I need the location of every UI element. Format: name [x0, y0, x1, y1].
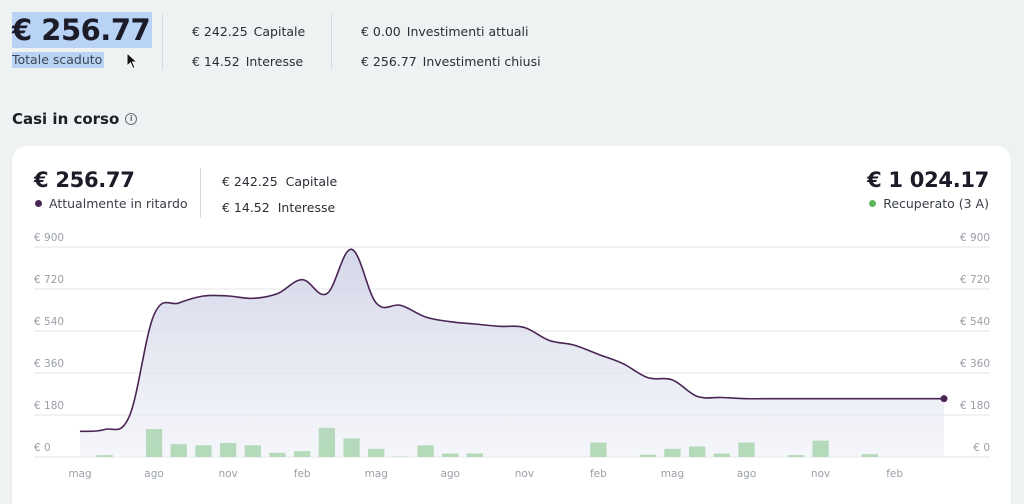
y-tick-label-right: € 540 — [960, 316, 990, 328]
recovered-label: Recuperato (3 A) — [883, 196, 989, 211]
current-investments-amount: € 0.00 — [361, 24, 401, 39]
card-capital-label: Capitale — [285, 174, 338, 189]
summary-capital-amount: € 242.25 — [192, 24, 248, 39]
summary-divider — [162, 14, 163, 70]
x-tick-label: mag — [365, 468, 388, 480]
x-tick-label: feb — [886, 468, 903, 480]
late-legend-dot — [35, 200, 42, 207]
info-icon[interactable]: i — [125, 113, 138, 125]
card-interest-amount: € 14.52 — [222, 200, 270, 215]
y-tick-label-right: € 720 — [960, 274, 990, 286]
y-tick-label-right: € 0 — [973, 442, 990, 454]
card-capital-amount: € 242.25 — [222, 174, 278, 189]
late-amount-line — [79, 248, 944, 433]
x-tick-label: mag — [68, 468, 91, 480]
card-interest-label: Interesse — [277, 200, 336, 215]
x-tick-label: nov — [218, 468, 237, 480]
closed-investments-amount: € 256.77 — [361, 54, 417, 69]
card-capital: € 242.25 Capitale — [222, 174, 337, 189]
summary-divider — [331, 14, 332, 70]
y-tick-label-left: € 0 — [34, 442, 51, 454]
section-title: Casi in corso i — [12, 110, 138, 128]
current-late-legend: Attualmente in ritardo — [35, 196, 188, 211]
summary-interest: € 14.52 Interesse — [192, 54, 303, 69]
x-tick-label: ago — [144, 468, 164, 480]
y-tick-label-right: € 180 — [960, 400, 990, 412]
y-tick-label-right: € 900 — [960, 232, 990, 244]
y-tick-label-left: € 540 — [34, 316, 64, 328]
late-payments-chart: € 900 € 900 € 720 € 720 € 540 € 540 € 360 € 360… — [34, 232, 990, 480]
card-divider — [200, 168, 201, 218]
y-tick-label-left: € 900 — [34, 232, 64, 244]
recovered-amount: € 1 024.17 — [867, 168, 989, 192]
current-investments-label: Investimenti attuali — [406, 24, 529, 39]
y-tick-label-right: € 360 — [960, 358, 990, 370]
series-end-point[interactable] — [940, 395, 948, 403]
y-tick-label-left: € 360 — [34, 358, 64, 370]
summary-closed-investments: € 256.77 Investimenti chiusi — [361, 54, 541, 69]
section-title-text: Casi in corso — [12, 110, 120, 128]
recovered-legend-dot — [869, 200, 877, 207]
y-tick-label-left: € 720 — [34, 274, 64, 286]
x-tick-label: nov — [811, 468, 830, 480]
summary-interest-label: Interesse — [245, 54, 304, 69]
current-late-amount: € 256.77 — [34, 168, 135, 192]
x-tick-label: ago — [441, 468, 461, 480]
x-tick-label: feb — [294, 468, 311, 480]
overdue-summary: € 256.77 Totale scaduto € 242.25 Capitale… — [12, 12, 572, 72]
summary-capital-label: Capitale — [253, 24, 306, 39]
total-overdue-label: Totale scaduto — [12, 52, 105, 68]
mouse-cursor-icon — [126, 52, 139, 70]
summary-current-investments: € 0.00 Investimenti attuali — [361, 24, 528, 39]
summary-capital: € 242.25 Capitale — [192, 24, 305, 39]
card-interest: € 14.52 Interesse — [222, 200, 335, 215]
summary-interest-amount: € 14.52 — [192, 54, 240, 69]
x-tick-label: ago — [737, 468, 757, 480]
current-late-label: Attualmente in ritardo — [49, 196, 188, 211]
x-tick-label: feb — [590, 468, 607, 480]
x-tick-label: nov — [515, 468, 534, 480]
late-amount-area — [80, 249, 944, 457]
recovered-legend: Recuperato (3 A) — [869, 196, 989, 211]
ongoing-cases-card: € 256.77 Attualmente in ritardo € 242.25… — [12, 146, 1011, 504]
closed-investments-label: Investimenti chiusi — [422, 54, 541, 69]
total-overdue-amount: € 256.77 — [12, 12, 153, 48]
y-tick-label-left: € 180 — [34, 400, 64, 412]
x-tick-label: mag — [661, 468, 684, 480]
